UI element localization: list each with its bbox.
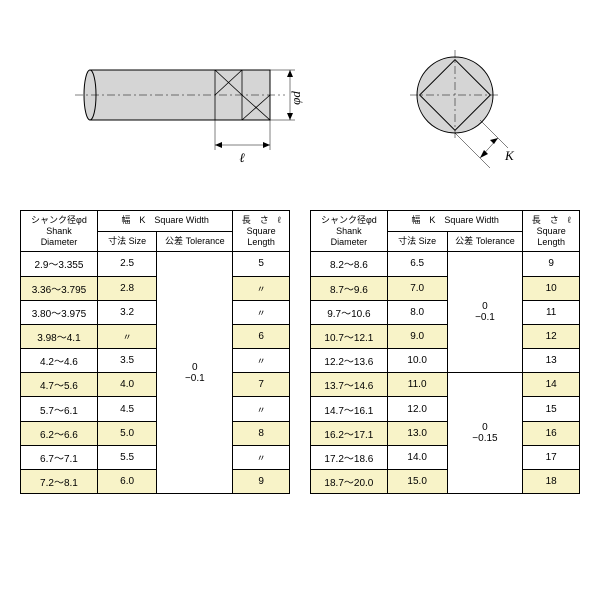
table-row: 2.9〜3.3552.50 −0.15 (21, 252, 290, 276)
table-row: 17.2〜18.614.017 (311, 445, 580, 469)
table-row: 14.7〜16.112.015 (311, 397, 580, 421)
col-length: 長 さ ℓ Square Length (523, 211, 580, 252)
table-row: 7.2〜8.16.09 (21, 469, 290, 493)
side-view-diagram: φd ℓ (60, 40, 310, 170)
table-row: 9.7〜10.68.011 (311, 300, 580, 324)
table-row: 18.7〜20.015.018 (311, 469, 580, 493)
col-tol: 公差 Tolerance (447, 231, 523, 252)
table-row: 6.7〜7.15.5〃 (21, 445, 290, 469)
table-row: 13.7〜14.611.00 −0.1514 (311, 373, 580, 397)
col-width: 幅 K Square Width (387, 211, 523, 232)
table-row: 3.98〜4.1〃6 (21, 324, 290, 348)
table-row: 4.2〜4.63.5〃 (21, 349, 290, 373)
svg-text:K: K (504, 148, 515, 163)
svg-text:φd: φd (288, 91, 303, 105)
col-length: 長 さ ℓ Square Length (233, 211, 290, 252)
end-view-diagram: K (390, 40, 540, 170)
table-row: 3.80〜3.9753.2〃 (21, 300, 290, 324)
col-size: 寸法 Size (387, 231, 447, 252)
tables-area: シャンク径φd Shank Diameter 幅 K Square Width … (20, 210, 580, 492)
left-table: シャンク径φd Shank Diameter 幅 K Square Width … (20, 210, 290, 494)
col-shank: シャンク径φd Shank Diameter (21, 211, 98, 252)
table-row: 16.2〜17.113.016 (311, 421, 580, 445)
table-row: 3.36〜3.7952.8〃 (21, 276, 290, 300)
col-size: 寸法 Size (97, 231, 156, 252)
table-row: 5.7〜6.14.5〃 (21, 397, 290, 421)
table-row: 8.2〜8.66.50 −0.19 (311, 252, 580, 276)
col-shank: シャンク径φd Shank Diameter (311, 211, 388, 252)
table-row: 6.2〜6.65.08 (21, 421, 290, 445)
table-row: 10.7〜12.19.012 (311, 324, 580, 348)
col-width: 幅 K Square Width (97, 211, 232, 232)
table-row: 8.7〜9.67.010 (311, 276, 580, 300)
diagrams-area: φd ℓ K (20, 40, 580, 170)
table-row: 12.2〜13.610.013 (311, 349, 580, 373)
table-row: 4.7〜5.64.07 (21, 373, 290, 397)
svg-text:ℓ: ℓ (239, 150, 245, 165)
col-tol: 公差 Tolerance (157, 231, 233, 252)
right-table: シャンク径φd Shank Diameter 幅 K Square Width … (310, 210, 580, 494)
